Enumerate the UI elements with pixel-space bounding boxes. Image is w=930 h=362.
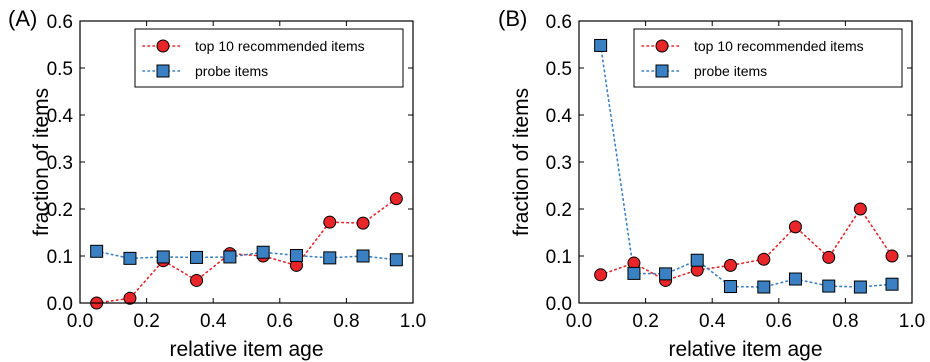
data-point [323,215,337,229]
y-tick-label: 0.1 [47,247,73,268]
y-axis-label: fraction of items [30,88,53,236]
data-point [190,250,204,264]
legend-box [134,28,404,88]
data-point [885,277,899,291]
data-point [757,280,771,294]
data-point [389,253,403,267]
legend-box [633,28,903,88]
data-point [190,273,204,287]
data-point [788,220,802,234]
panel-label: (A) [8,6,37,31]
series-line-0 [95,197,398,304]
x-tick-label: 0.8 [333,311,359,332]
data-point [627,266,641,280]
data-point [724,258,738,272]
x-axis-label: relative item age [668,338,822,361]
data-point [659,267,673,281]
x-tick-label: 0.4 [200,311,227,332]
x-tick-label: 0.2 [133,311,159,332]
x-tick-label: 0.0 [67,311,93,332]
plot-area [594,38,899,294]
data-point [853,202,867,216]
y-tick-label: 0.3 [47,153,73,174]
legend: top 10 recommended items probe items [633,28,903,88]
data-point [788,272,802,286]
y-tick-label: 0.4 [47,106,74,127]
y-tick-label: 0.2 [546,200,572,221]
y-tick-label: 0.6 [546,12,572,33]
data-point [822,279,836,293]
x-tick-label: 0.2 [632,311,658,332]
y-tick-label: 0.0 [47,294,73,315]
data-point [690,253,704,267]
data-point [90,244,104,258]
data-point [594,268,608,282]
data-point [822,250,836,264]
x-tick-label: 1.0 [899,311,925,332]
y-tick-label: 0.5 [546,59,572,80]
series-line-0 [599,207,893,282]
x-axis-label: relative item age [169,338,323,361]
data-point [389,192,403,206]
chart-panel-b: 0.0 0.2 0.4 0.6 0.8 1.0 0.0 0.1 0.2 0.3 0.4 0.5 0.6 r… [498,6,925,361]
data-point [156,250,170,264]
chart-panel-a: 0.0 0.2 0.4 0.6 0.8 1.0 0.0 0.1 0.2 0.3 0.4 0.5 0.6 r… [8,6,426,361]
legend-marker [655,39,669,53]
legend: top 10 recommended items probe items [134,28,404,88]
data-point [594,38,608,52]
data-point [724,280,738,294]
data-point [289,249,303,263]
x-tick-label: 0.8 [832,311,858,332]
y-tick-label: 0.1 [546,247,572,268]
y-tick-label: 0.3 [546,153,572,174]
y-axis-label: fraction of items [510,88,533,236]
x-tick-label: 1.0 [400,311,426,332]
data-point [356,216,370,230]
legend-marker [156,39,170,53]
y-tick-label: 0.2 [47,200,73,221]
data-point [223,250,237,264]
data-point [323,251,337,265]
y-tick-label: 0.5 [47,59,73,80]
x-tick-label: 0.4 [699,311,726,332]
legend-label: probe items [195,63,268,79]
data-point [885,249,899,263]
legend-label: probe items [694,63,767,79]
data-point [853,280,867,294]
legend-label: top 10 recommended items [195,38,365,54]
x-tick-label: 0.6 [267,311,293,332]
data-point [757,252,771,266]
y-tick-label: 0.4 [546,106,573,127]
series-line-1 [599,44,893,288]
x-tick-label: 0.0 [566,311,592,332]
legend-marker [156,64,170,78]
x-tick-label: 0.6 [766,311,792,332]
y-tick-label: 0.0 [546,294,572,315]
plot-area [90,192,403,310]
series-line-1 [95,250,398,261]
data-point [123,251,137,265]
data-point [256,245,270,259]
panel-label: (B) [498,6,527,31]
legend-marker [655,64,669,78]
data-point [356,249,370,263]
y-tick-label: 0.6 [47,12,73,33]
data-point [123,291,137,305]
legend-label: top 10 recommended items [694,38,864,54]
